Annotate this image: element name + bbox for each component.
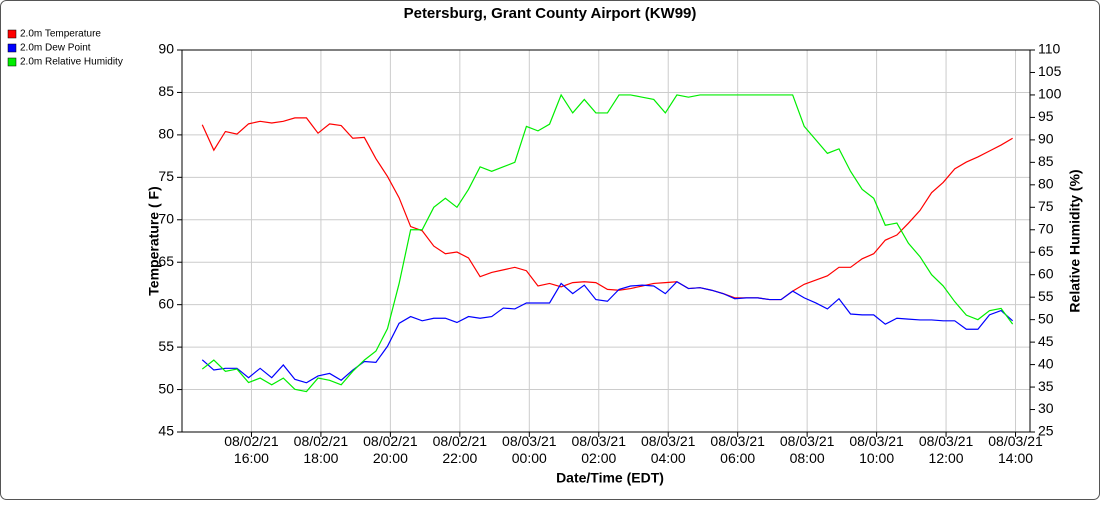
y-tick-label: 85: [158, 83, 174, 99]
x-tick-label: 08/02/21 18:00: [294, 433, 349, 466]
y2-tick-label: 50: [1038, 310, 1054, 326]
y2-tick-label: 40: [1038, 355, 1054, 371]
x-tick-label: 08/02/21 22:00: [433, 433, 488, 466]
y2-tick-label: 60: [1038, 265, 1054, 281]
x-tick-label: 08/03/21 04:00: [641, 433, 696, 466]
x-tick-label: 08/03/21 08:00: [780, 433, 835, 466]
y-tick-label: 80: [158, 126, 174, 142]
y-tick-label: 55: [158, 338, 174, 354]
x-tick-label: 08/03/21 02:00: [572, 433, 627, 466]
y2-tick-label: 100: [1038, 86, 1062, 102]
legend-label: 2.0m Relative Humidity: [20, 57, 123, 68]
x-tick-label: 08/02/21 16:00: [224, 433, 279, 466]
legend-label: 2.0m Temperature: [20, 29, 101, 40]
y-tick-label: 45: [158, 423, 174, 439]
y2-tick-label: 70: [1038, 220, 1054, 236]
x-tick-label: 08/03/21 14:00: [988, 433, 1043, 466]
y2-tick-label: 85: [1038, 153, 1054, 169]
y2-tick-label: 80: [1038, 176, 1054, 192]
y2-tick-label: 110: [1038, 41, 1061, 57]
x-tick-label: 08/03/21 10:00: [849, 433, 904, 466]
legend-swatch: [7, 43, 17, 53]
series-line: [201, 117, 1013, 301]
y-tick-label: 50: [158, 380, 174, 396]
y2-axis-label: Relative Humidity (%): [1067, 169, 1083, 312]
y-tick-label: 70: [158, 210, 174, 226]
legend-swatch: [7, 57, 17, 67]
x-tick-label: 08/03/21 12:00: [919, 433, 974, 466]
y2-tick-label: 30: [1038, 400, 1054, 416]
y2-tick-label: 45: [1038, 333, 1054, 349]
y2-tick-label: 35: [1038, 378, 1054, 394]
y2-tick-label: 55: [1038, 288, 1054, 304]
x-tick-label: 08/03/21 06:00: [710, 433, 765, 466]
y-axis-label: Temperature ( F): [146, 186, 162, 295]
y2-tick-label: 25: [1038, 423, 1054, 439]
chart-title: Petersburg, Grant County Airport (KW99): [404, 5, 697, 22]
y2-tick-label: 95: [1038, 108, 1054, 124]
y2-tick-label: 75: [1038, 198, 1054, 214]
legend-swatch: [7, 29, 17, 39]
y-tick-label: 65: [158, 253, 174, 269]
x-tick-label: 08/02/21 20:00: [363, 433, 418, 466]
x-tick-label: 08/03/21 00:00: [502, 433, 557, 466]
y2-tick-label: 105: [1038, 63, 1062, 79]
y-tick-label: 75: [158, 168, 174, 184]
y2-tick-label: 90: [1038, 131, 1054, 147]
y2-tick-label: 65: [1038, 243, 1054, 259]
plot-frame: [181, 49, 1031, 433]
series-line: [201, 93, 1014, 393]
series-line: [201, 280, 1014, 384]
y-tick-label: 60: [158, 295, 174, 311]
y-tick-label: 90: [158, 41, 174, 57]
x-axis-label: Date/Time (EDT): [556, 470, 664, 486]
legend-label: 2.0m Dew Point: [20, 43, 91, 54]
